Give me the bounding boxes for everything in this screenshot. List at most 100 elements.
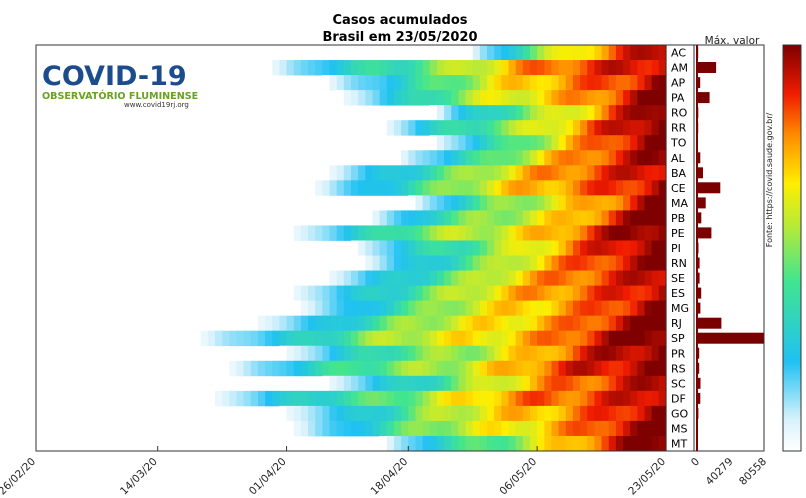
heat-cell bbox=[272, 60, 281, 76]
heat-cell bbox=[658, 150, 667, 166]
heat-cell bbox=[465, 240, 474, 256]
heat-cell bbox=[465, 405, 474, 422]
heat-cell bbox=[658, 435, 667, 452]
heat-cell bbox=[572, 180, 581, 196]
heat-cell bbox=[451, 360, 459, 377]
heat-cell bbox=[580, 315, 588, 332]
max-value-bars bbox=[697, 47, 764, 449]
heat-cell bbox=[279, 345, 288, 362]
heat-cell bbox=[351, 420, 359, 437]
heat-cell bbox=[537, 135, 545, 151]
heat-cell bbox=[472, 45, 481, 61]
max-bar-pa bbox=[697, 92, 710, 104]
heat-cell bbox=[429, 375, 438, 392]
heat-cell bbox=[608, 150, 617, 166]
heat-cell bbox=[451, 135, 459, 151]
heat-cell bbox=[487, 45, 495, 61]
heat-cell bbox=[608, 45, 617, 61]
heat-cell bbox=[608, 165, 617, 181]
heat-cell bbox=[465, 150, 474, 166]
heat-cell bbox=[594, 60, 603, 76]
heat-cell bbox=[572, 135, 581, 151]
heat-cell bbox=[487, 135, 495, 151]
heat-cell bbox=[508, 330, 517, 347]
heat-cell bbox=[630, 120, 638, 136]
heat-cell bbox=[487, 165, 495, 181]
heat-cell bbox=[393, 435, 402, 452]
heat-cell bbox=[436, 105, 445, 121]
heat-cell bbox=[615, 420, 624, 437]
heat-cell bbox=[429, 435, 438, 452]
heat-cell bbox=[572, 315, 581, 332]
heat-cell bbox=[572, 165, 581, 181]
heat-cell bbox=[615, 195, 624, 211]
heat-cell bbox=[229, 330, 238, 347]
heat-cell bbox=[286, 225, 295, 241]
heat-cell bbox=[658, 240, 667, 256]
heat-cell bbox=[608, 345, 617, 362]
heat-cell bbox=[558, 165, 567, 181]
heat-cell bbox=[587, 60, 596, 76]
heat-cell bbox=[279, 360, 288, 377]
heat-cell bbox=[479, 75, 488, 91]
heat-cell bbox=[494, 180, 502, 196]
heat-cell bbox=[372, 405, 381, 422]
heat-cell bbox=[615, 60, 624, 76]
heat-cell bbox=[286, 420, 295, 437]
heat-cell bbox=[300, 225, 309, 241]
heat-cell bbox=[458, 360, 467, 377]
heat-cell bbox=[558, 45, 567, 61]
heat-cell bbox=[580, 180, 588, 196]
heat-cell bbox=[594, 75, 603, 91]
heat-cell bbox=[336, 225, 345, 241]
heat-cell bbox=[658, 390, 667, 407]
heat-cell bbox=[537, 420, 545, 437]
heat-cell bbox=[565, 435, 574, 452]
heat-cell bbox=[580, 405, 588, 422]
heat-cell bbox=[415, 285, 424, 302]
heat-cell bbox=[451, 300, 459, 317]
heat-cell bbox=[372, 75, 381, 91]
max-panel-frame bbox=[693, 44, 765, 452]
heat-cell bbox=[544, 90, 553, 106]
heat-cell bbox=[601, 270, 610, 286]
heat-cell bbox=[336, 360, 345, 377]
state-label-se: SE bbox=[671, 272, 685, 285]
heat-cell bbox=[386, 120, 395, 136]
heat-cell bbox=[515, 120, 524, 136]
heat-cell bbox=[587, 390, 596, 407]
heat-cell bbox=[436, 150, 445, 166]
heat-cell bbox=[522, 120, 531, 136]
heat-cell bbox=[580, 105, 588, 121]
heat-cell bbox=[444, 150, 452, 166]
heat-cell bbox=[257, 330, 266, 347]
heat-cell bbox=[537, 120, 545, 136]
heat-cell bbox=[365, 75, 374, 91]
heat-cell bbox=[580, 360, 588, 377]
heat-cell bbox=[444, 195, 452, 211]
heat-cell bbox=[651, 105, 660, 121]
heat-cell bbox=[637, 375, 646, 392]
heat-cell bbox=[487, 420, 495, 437]
heat-cell bbox=[587, 435, 596, 452]
heat-cell bbox=[444, 270, 452, 286]
state-label-pe: PE bbox=[671, 227, 685, 240]
heat-cell bbox=[415, 360, 424, 377]
heat-cell bbox=[501, 300, 510, 317]
heat-cell bbox=[537, 150, 545, 166]
heat-cell bbox=[637, 390, 646, 407]
heat-cell bbox=[286, 285, 295, 302]
heat-cell bbox=[479, 285, 488, 302]
heat-cell bbox=[644, 165, 653, 181]
heat-cell bbox=[587, 285, 596, 302]
heat-cell bbox=[658, 360, 667, 377]
heat-cell bbox=[279, 315, 288, 332]
heat-cell bbox=[522, 225, 531, 241]
heat-cell bbox=[386, 360, 395, 377]
heat-cell bbox=[522, 180, 531, 196]
heat-cell bbox=[544, 285, 553, 302]
heat-cell bbox=[522, 165, 531, 181]
heat-cell bbox=[365, 315, 374, 332]
heat-cell bbox=[429, 120, 438, 136]
heat-cell bbox=[465, 270, 474, 286]
